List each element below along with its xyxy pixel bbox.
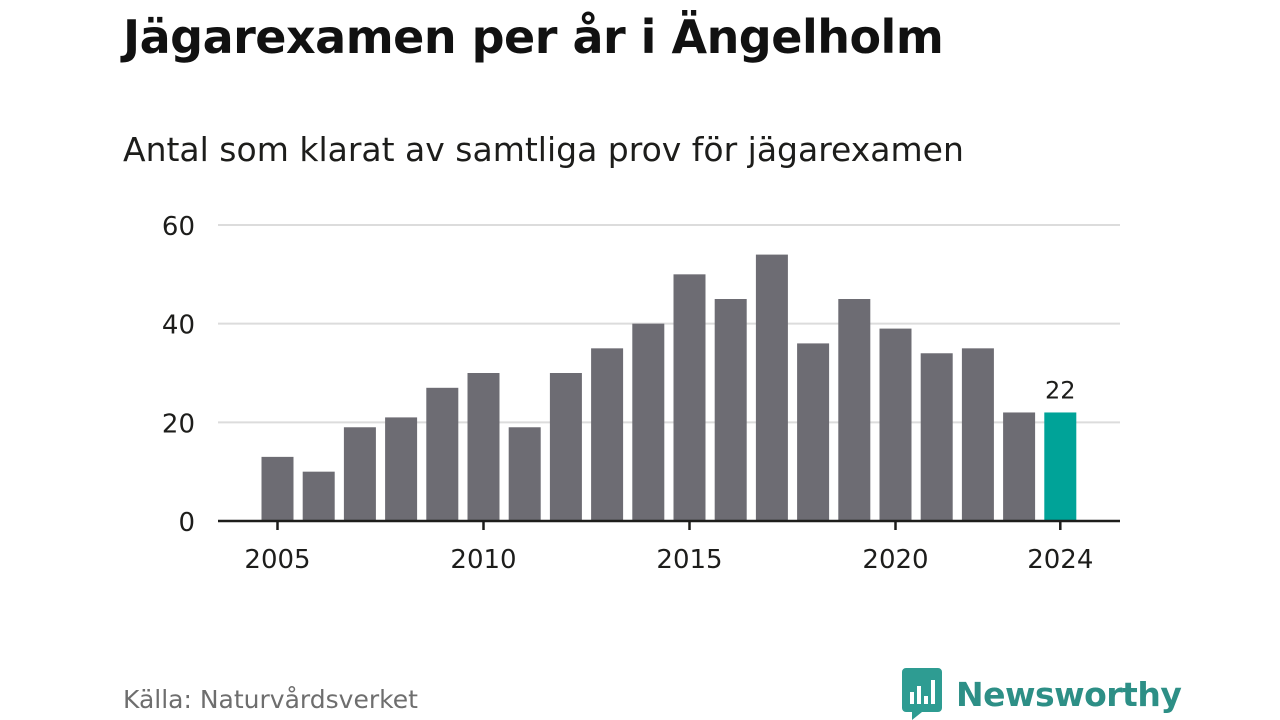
data-labels: 22 xyxy=(1045,376,1076,404)
bar-2024 xyxy=(1044,412,1077,521)
bar-2009 xyxy=(426,387,459,521)
bar-2022 xyxy=(961,348,994,521)
bar-2023 xyxy=(1003,412,1036,521)
x-tick-label: 2020 xyxy=(862,545,928,575)
chart-title: Jägarexamen per år i Ängelholm xyxy=(123,10,944,64)
bar-2015 xyxy=(673,274,706,521)
bar-2006 xyxy=(302,471,335,521)
brand-logo: Newsworthy xyxy=(902,668,1182,720)
newsworthy-logo-icon xyxy=(902,668,942,720)
brand-name: Newsworthy xyxy=(956,674,1182,714)
x-tick-label: 2005 xyxy=(244,545,310,575)
bar-2020 xyxy=(879,328,912,521)
bar-2005 xyxy=(261,456,294,521)
bar-2012 xyxy=(549,373,582,521)
bar-2013 xyxy=(591,348,624,521)
y-tick-label: 60 xyxy=(162,212,195,242)
bar-2016 xyxy=(714,299,747,521)
bars xyxy=(261,254,1077,521)
x-tick-label: 2010 xyxy=(450,545,516,575)
bar-2014 xyxy=(632,323,665,521)
x-axis-ticks: 2005 2010 2015 2020 2024 xyxy=(244,521,1093,575)
chart-subtitle: Antal som klarat av samtliga prov för jä… xyxy=(123,130,964,169)
y-axis-ticks: 0 20 40 60 xyxy=(162,212,195,538)
source-note: Källa: Naturvårdsverket xyxy=(123,685,418,714)
y-tick-label: 20 xyxy=(162,409,195,439)
bar-2011 xyxy=(508,427,541,521)
bar-2018 xyxy=(797,343,830,521)
bar-2007 xyxy=(343,427,376,521)
bar-2019 xyxy=(838,299,871,521)
y-tick-label: 0 xyxy=(178,508,195,538)
bar-2017 xyxy=(755,254,788,521)
data-label-2024: 22 xyxy=(1045,376,1076,404)
x-tick-label: 2024 xyxy=(1027,545,1093,575)
x-tick-label: 2015 xyxy=(656,545,722,575)
y-tick-label: 40 xyxy=(162,311,195,341)
bar-2008 xyxy=(385,417,418,521)
bar-2021 xyxy=(920,353,953,521)
bar-2010 xyxy=(467,373,500,521)
bar-chart: 0 20 40 60 2005 2010 2015 2020 2024 22 xyxy=(162,212,1120,575)
